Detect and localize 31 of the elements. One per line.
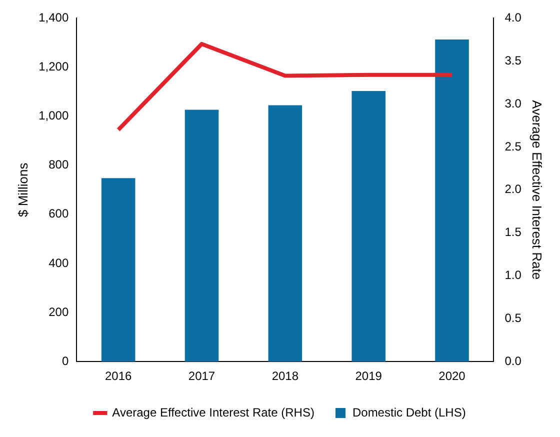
bar	[352, 91, 386, 362]
y-tick-label: 200	[48, 304, 69, 319]
legend-label: Domestic Debt (LHS)	[352, 405, 466, 420]
y-tick-label: 1,400	[38, 10, 69, 25]
x-tick-label: 2016	[104, 369, 132, 384]
y2-tick-label: 1.0	[504, 268, 522, 282]
y2-tick-label: 4.0	[504, 10, 522, 25]
y-tick-label: 1,000	[38, 108, 69, 123]
x-tick-label: 2017	[188, 369, 216, 384]
x-tick-label: 2020	[438, 369, 466, 384]
y-tick-label: 600	[48, 206, 69, 221]
legend-label: Average Effective Interest Rate (RHS)	[112, 405, 314, 420]
bar	[184, 110, 219, 362]
y-tick-label: 1,200	[38, 60, 69, 74]
bar	[101, 178, 136, 362]
x-tick-label: 2019	[355, 369, 382, 384]
bar	[435, 40, 469, 362]
y2-tick-label: 3.5	[504, 53, 522, 68]
y-axis-title: $ Millions	[15, 162, 30, 217]
y-tick-label: 400	[48, 256, 69, 270]
y2-tick-label: 2.0	[504, 182, 522, 196]
y2-tick-label: 3.0	[504, 96, 522, 110]
y2-tick-label: 0.5	[504, 310, 522, 325]
y-tick-label: 0	[62, 354, 69, 368]
x-tick-label: 2018	[272, 369, 299, 384]
y2-tick-label: 0.0	[504, 354, 522, 368]
y2-tick-label: 2.5	[504, 139, 522, 154]
y-tick-label: 800	[48, 158, 69, 172]
y2-axis-title: Average Effective Interest Rate	[530, 100, 545, 280]
y2-tick-label: 1.5	[504, 225, 522, 240]
bar	[268, 105, 302, 362]
